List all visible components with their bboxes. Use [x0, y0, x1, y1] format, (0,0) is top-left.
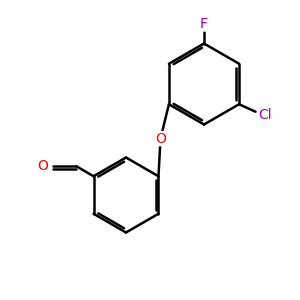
Text: O: O: [155, 132, 166, 145]
Text: F: F: [200, 17, 208, 31]
Text: O: O: [38, 159, 48, 173]
Text: Cl: Cl: [258, 108, 272, 122]
